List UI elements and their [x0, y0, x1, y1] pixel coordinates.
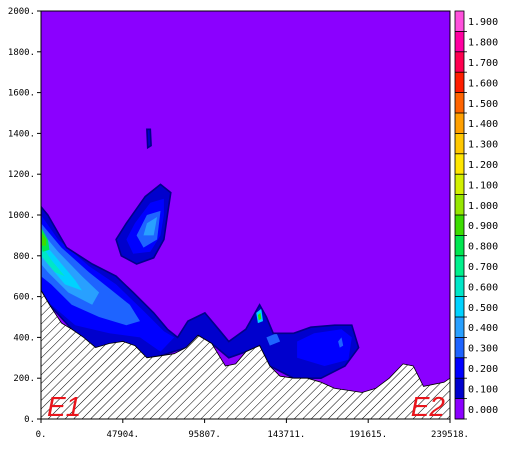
y-tick-label: 600.	[13, 293, 35, 303]
colorbar-label: 1.400	[468, 119, 498, 130]
x-tick-label: 191615.	[349, 430, 387, 440]
x-tick-label: 47904.	[107, 430, 140, 440]
y-tick-label: 2000.	[8, 7, 35, 17]
colorbar-label: 0.500	[468, 303, 498, 314]
y-tick-label: 1000.	[8, 211, 35, 221]
colorbar-swatch	[455, 317, 464, 338]
colorbar-swatch	[455, 153, 464, 175]
colorbar-swatch	[455, 235, 464, 256]
colorbar-label: 1.300	[468, 140, 498, 151]
colorbar: 0.000 0.100 0.200 0.300 0.400 0.500 0.600 0.700…	[454, 10, 498, 420]
y-tick-label: 800.	[13, 252, 35, 262]
colorbar-swatch	[455, 174, 464, 195]
contour-region-1	[41, 206, 359, 379]
y-tick-label: 1400.	[8, 129, 35, 139]
colorbar-label: 0.100	[468, 384, 498, 395]
colorbar-frame	[454, 10, 465, 420]
contour-region-10	[41, 231, 100, 305]
colorbar-label: 0.200	[468, 364, 498, 375]
colorbar-label: 0.000	[468, 405, 498, 416]
contour-region-6	[297, 329, 352, 366]
endpoint-label-e2: E2	[411, 391, 446, 422]
x-tick-label: 143711.	[267, 430, 305, 440]
colorbar-label: 1.900	[468, 17, 498, 28]
colorbar-swatch	[455, 398, 464, 419]
x-tick-label: 239518.	[431, 430, 469, 440]
contour-region-7	[41, 223, 140, 326]
colorbar-swatch	[455, 337, 464, 358]
axes: 0. 47904. 95807. 143711. 191615. 239518. 0. 200…	[8, 7, 469, 440]
colorbar-swatch	[455, 276, 464, 297]
contour-region-13	[41, 243, 65, 277]
colorbar-swatch	[455, 296, 464, 317]
colorbar-swatch	[455, 31, 464, 52]
y-tick-label: 1200.	[8, 170, 35, 180]
colorbar-swatch	[455, 378, 464, 399]
contour-region-18	[266, 333, 281, 346]
colorbar-label: 1.600	[468, 78, 498, 89]
x-tick-label: 0.	[36, 430, 47, 440]
contour-line-3	[146, 128, 152, 150]
terrain-hatched	[41, 289, 450, 419]
y-tick-label: 200.	[13, 374, 35, 384]
colorbar-swatch	[455, 51, 464, 73]
endpoint-label-e1: E1	[47, 391, 81, 422]
colorbar-swatch	[455, 133, 464, 154]
endpoint-labels: E1 E2	[47, 391, 445, 422]
colorbar-label: 1.100	[468, 180, 498, 191]
colorbar-label: 0.900	[468, 221, 498, 232]
plot-area	[41, 11, 450, 419]
colorbar-label: 0.400	[468, 323, 498, 334]
colorbar-label: 0.300	[468, 344, 498, 355]
colorbar-swatch	[455, 255, 464, 277]
y-tick-label: 400.	[13, 333, 35, 343]
colorbar-swatch	[455, 72, 464, 93]
colorbar-label: 0.800	[468, 242, 498, 253]
contour-region-17	[257, 312, 262, 321]
colorbar-swatch	[455, 215, 464, 236]
colorbar-label: 1.200	[468, 160, 498, 171]
colorbar-label: 1.500	[468, 99, 498, 110]
contour-region-9	[338, 337, 344, 348]
contour-region-4	[41, 215, 175, 352]
colorbar-swatch	[455, 357, 464, 379]
contour-region-12	[41, 239, 82, 291]
colorbar-label: 1.000	[468, 201, 498, 212]
y-tick-label: 1600.	[8, 89, 35, 99]
colorbar-swatch	[455, 11, 464, 32]
contour-region-11	[143, 217, 158, 236]
y-tick-label: 1800.	[8, 48, 35, 58]
colorbar-swatch	[455, 194, 464, 215]
x-tick-label: 95807.	[188, 430, 221, 440]
colorbar-swatch	[455, 113, 464, 134]
colorbar-label: 0.700	[468, 262, 498, 273]
colorbar-swatch	[455, 92, 464, 113]
contour-line-2	[115, 183, 172, 265]
colorbar-label: 1.700	[468, 58, 498, 69]
colorbar-label: 0.600	[468, 282, 498, 293]
y-tick-label: 0.	[24, 415, 35, 425]
colorbar-label: 1.800	[468, 38, 498, 49]
contour-region-15	[41, 231, 47, 246]
